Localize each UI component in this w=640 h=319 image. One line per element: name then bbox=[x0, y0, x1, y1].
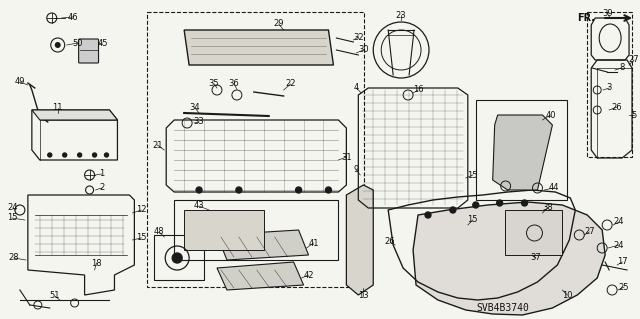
Bar bbox=[588, 12, 632, 157]
Text: 4: 4 bbox=[354, 84, 359, 93]
Bar bbox=[504, 210, 563, 255]
Text: 15: 15 bbox=[136, 234, 147, 242]
Text: 13: 13 bbox=[358, 292, 369, 300]
Text: 29: 29 bbox=[273, 19, 284, 28]
Text: 37: 37 bbox=[530, 254, 541, 263]
Circle shape bbox=[522, 200, 527, 206]
Text: 23: 23 bbox=[396, 11, 406, 19]
FancyBboxPatch shape bbox=[79, 39, 99, 63]
Circle shape bbox=[104, 153, 109, 157]
Polygon shape bbox=[217, 230, 308, 260]
Text: 40: 40 bbox=[545, 110, 556, 120]
Text: 21: 21 bbox=[152, 140, 163, 150]
Circle shape bbox=[172, 253, 182, 263]
Text: 2: 2 bbox=[99, 183, 104, 192]
Text: 43: 43 bbox=[194, 202, 204, 211]
Text: 35: 35 bbox=[209, 79, 220, 88]
Text: 38: 38 bbox=[542, 204, 553, 212]
Text: 48: 48 bbox=[154, 227, 164, 236]
Polygon shape bbox=[184, 30, 333, 65]
Circle shape bbox=[497, 200, 502, 206]
Polygon shape bbox=[413, 202, 605, 315]
Text: 34: 34 bbox=[190, 103, 200, 113]
Polygon shape bbox=[32, 110, 118, 120]
Text: 5: 5 bbox=[632, 110, 637, 120]
Text: 22: 22 bbox=[285, 79, 296, 88]
Text: 8: 8 bbox=[620, 63, 625, 72]
Polygon shape bbox=[346, 185, 373, 295]
Text: 12: 12 bbox=[136, 205, 147, 214]
Text: 44: 44 bbox=[548, 183, 559, 192]
Circle shape bbox=[326, 187, 332, 193]
Circle shape bbox=[196, 187, 202, 193]
Text: 49: 49 bbox=[15, 78, 25, 86]
Text: 15: 15 bbox=[6, 213, 17, 222]
Text: FR.: FR. bbox=[577, 13, 595, 23]
Text: 24: 24 bbox=[614, 241, 625, 249]
Text: 15: 15 bbox=[468, 170, 478, 180]
Text: 27: 27 bbox=[584, 227, 595, 236]
Text: 28: 28 bbox=[8, 254, 19, 263]
Text: 25: 25 bbox=[619, 283, 629, 292]
Text: 27: 27 bbox=[628, 56, 639, 64]
Circle shape bbox=[77, 153, 82, 157]
Text: 26: 26 bbox=[612, 102, 623, 112]
Text: 26: 26 bbox=[385, 238, 396, 247]
Text: 41: 41 bbox=[308, 239, 319, 248]
Text: 46: 46 bbox=[67, 12, 78, 21]
Bar bbox=[184, 210, 264, 250]
Bar bbox=[174, 200, 339, 260]
Text: 32: 32 bbox=[353, 33, 364, 41]
Text: 33: 33 bbox=[194, 117, 204, 127]
Text: 24: 24 bbox=[8, 204, 18, 212]
Circle shape bbox=[473, 202, 479, 208]
Text: 17: 17 bbox=[617, 257, 627, 266]
Bar bbox=[154, 235, 204, 280]
Circle shape bbox=[425, 212, 431, 218]
Text: 51: 51 bbox=[49, 292, 60, 300]
Circle shape bbox=[296, 187, 301, 193]
Text: 39: 39 bbox=[602, 9, 612, 18]
Text: 45: 45 bbox=[97, 39, 108, 48]
Text: 42: 42 bbox=[303, 271, 314, 279]
Text: 10: 10 bbox=[562, 291, 573, 300]
Polygon shape bbox=[217, 262, 303, 290]
Circle shape bbox=[450, 207, 456, 213]
Text: 24: 24 bbox=[614, 218, 625, 226]
Circle shape bbox=[55, 42, 61, 48]
Text: 3: 3 bbox=[607, 84, 612, 93]
Text: 50: 50 bbox=[72, 39, 83, 48]
Text: 18: 18 bbox=[92, 258, 102, 268]
Text: 16: 16 bbox=[413, 85, 423, 94]
Text: 31: 31 bbox=[341, 152, 352, 161]
Circle shape bbox=[236, 187, 242, 193]
Text: 9: 9 bbox=[354, 166, 359, 174]
Bar bbox=[147, 12, 364, 287]
Bar bbox=[476, 100, 567, 200]
Text: 11: 11 bbox=[52, 103, 63, 113]
Text: 36: 36 bbox=[228, 79, 239, 88]
Text: 30: 30 bbox=[358, 46, 369, 55]
Text: 15: 15 bbox=[468, 216, 478, 225]
Circle shape bbox=[63, 153, 67, 157]
Circle shape bbox=[93, 153, 97, 157]
Text: 1: 1 bbox=[99, 169, 104, 179]
Circle shape bbox=[48, 153, 52, 157]
Text: SVB4B3740: SVB4B3740 bbox=[476, 303, 529, 313]
Polygon shape bbox=[493, 115, 552, 190]
